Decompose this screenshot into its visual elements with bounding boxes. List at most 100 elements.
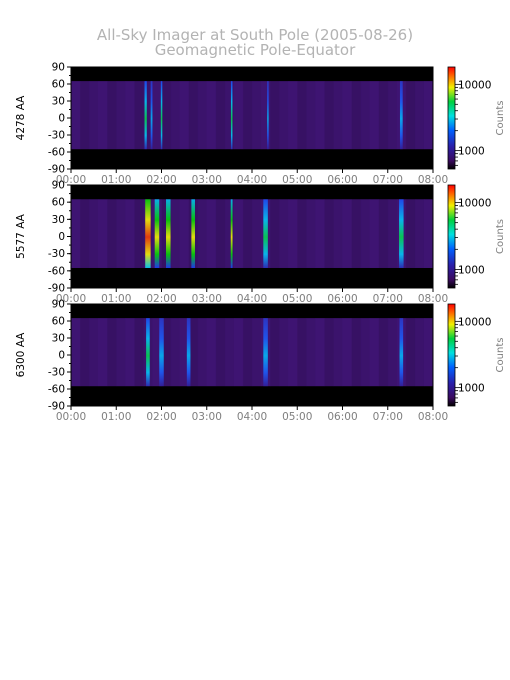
x-tick-label: 05:00: [282, 293, 312, 305]
texture-stripe: [306, 81, 316, 150]
texture-stripe: [387, 318, 398, 387]
aurora-event: [160, 81, 163, 150]
texture-stripe: [134, 199, 144, 268]
texture-stripe: [414, 318, 425, 387]
texture-stripe: [80, 199, 90, 268]
colorbar-tick-label: 10000: [458, 316, 491, 328]
texture-stripe: [387, 81, 398, 150]
y-tick-label: 30: [52, 214, 65, 226]
texture-stripe: [315, 318, 325, 387]
x-tick-label: 02:00: [146, 293, 176, 305]
texture-stripe: [261, 81, 271, 150]
texture-stripe: [242, 199, 253, 268]
aurora-event: [150, 81, 153, 150]
x-tick-label: 04:00: [237, 293, 267, 305]
texture-stripe: [242, 81, 253, 150]
aurora-event: [146, 318, 150, 387]
x-tick-label: 00:00: [56, 411, 86, 423]
texture-stripe: [414, 81, 425, 150]
texture-stripe: [405, 199, 416, 268]
colorbar-tick-label: 10000: [458, 198, 491, 210]
texture-stripe: [369, 199, 380, 268]
x-tick-label: 03:00: [192, 174, 222, 186]
texture-stripe: [89, 318, 99, 387]
texture-stripe: [423, 199, 434, 268]
texture-stripe: [89, 81, 99, 150]
x-tick-label: 08:00: [418, 411, 448, 423]
texture-stripe: [288, 318, 298, 387]
texture-stripe: [297, 199, 307, 268]
y-axis-label: 6300 AA: [15, 332, 27, 378]
texture-stripe: [288, 81, 298, 150]
texture-stripe: [116, 81, 126, 150]
texture-stripe: [306, 199, 316, 268]
x-tick-label: 01:00: [101, 411, 131, 423]
aurora-event: [230, 81, 233, 150]
texture-stripe: [71, 199, 81, 268]
x-tick-label: 04:00: [237, 174, 267, 186]
texture-stripe: [80, 81, 90, 150]
x-tick-label: 07:00: [373, 293, 403, 305]
texture-stripe: [333, 318, 343, 387]
y-tick-label: -90: [48, 401, 65, 413]
texture-stripe: [342, 81, 353, 150]
texture-stripe: [360, 81, 371, 150]
y-tick-label: 0: [58, 231, 65, 243]
texture-stripe: [324, 199, 334, 268]
y-tick-label: 90: [52, 62, 65, 74]
y-tick-label: 0: [58, 113, 65, 125]
y-tick-label: -30: [48, 367, 65, 379]
x-tick-label: 05:00: [282, 174, 312, 186]
texture-stripe: [369, 318, 380, 387]
texture-stripe: [279, 199, 289, 268]
texture-stripe: [125, 318, 135, 387]
y-tick-label: -60: [48, 147, 65, 159]
aurora-event: [154, 199, 160, 268]
texture-stripe: [206, 81, 217, 150]
texture-stripe: [405, 318, 416, 387]
aurora-event: [230, 199, 233, 268]
texture-stripe: [342, 199, 353, 268]
texture-stripe: [224, 81, 235, 150]
y-tick-label: -60: [48, 384, 65, 396]
colorbar-label: Counts: [495, 101, 506, 136]
colorbar-scale: [447, 303, 456, 407]
texture-stripe: [215, 81, 226, 150]
texture-stripe: [98, 81, 108, 150]
texture-stripe: [224, 318, 235, 387]
texture-stripe: [179, 318, 190, 387]
panel-2: 90 60 30 0 -30 -60 -90 5577 AA 00:00 01:00 02:00 03…: [15, 180, 506, 306]
texture-stripe: [71, 318, 81, 387]
x-tick-label: 06:00: [327, 174, 357, 186]
texture-stripe: [378, 81, 389, 150]
texture-stripe: [206, 318, 217, 387]
texture-stripe: [233, 318, 244, 387]
colorbar: 10000 1000 Counts: [447, 184, 506, 289]
y-axis-label: 5577 AA: [15, 213, 27, 259]
x-tick-label: 00:00: [56, 174, 86, 186]
texture-stripe: [134, 318, 144, 387]
texture-stripe: [315, 199, 325, 268]
texture-stripe: [360, 199, 371, 268]
texture-stripe: [306, 318, 316, 387]
texture-stripe: [125, 199, 135, 268]
colorbar-label: Counts: [495, 219, 506, 254]
colorbar-tick-label: 10000: [458, 79, 491, 91]
y-tick-label: -30: [48, 130, 65, 142]
aurora-event: [186, 318, 191, 387]
aurora-event: [399, 199, 404, 268]
texture-stripe: [423, 81, 434, 150]
texture-stripe: [89, 199, 99, 268]
colorbar: 10000 1000 Counts: [447, 66, 506, 170]
y-tick-label: 30: [52, 96, 65, 108]
texture-stripe: [387, 199, 398, 268]
texture-stripe: [242, 318, 253, 387]
x-tick-label: 01:00: [101, 174, 131, 186]
texture-stripe: [342, 318, 353, 387]
colorbar-label: Counts: [495, 338, 506, 373]
texture-stripe: [288, 199, 298, 268]
y-tick-label: -90: [48, 283, 65, 295]
texture-stripe: [360, 318, 371, 387]
colorbar-tick-label: 1000: [458, 146, 485, 158]
